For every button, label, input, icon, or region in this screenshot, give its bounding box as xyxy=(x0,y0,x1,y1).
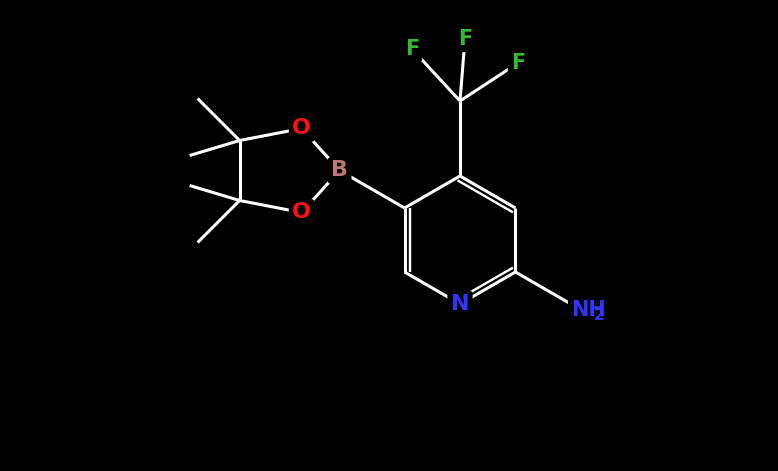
Text: N: N xyxy=(450,294,469,314)
Text: F: F xyxy=(458,29,472,49)
Text: O: O xyxy=(292,203,311,222)
Text: 2: 2 xyxy=(594,308,605,323)
Text: O: O xyxy=(292,119,311,138)
Text: F: F xyxy=(511,53,525,73)
Text: NH: NH xyxy=(571,300,606,319)
Text: B: B xyxy=(331,161,348,180)
Text: F: F xyxy=(405,39,419,59)
